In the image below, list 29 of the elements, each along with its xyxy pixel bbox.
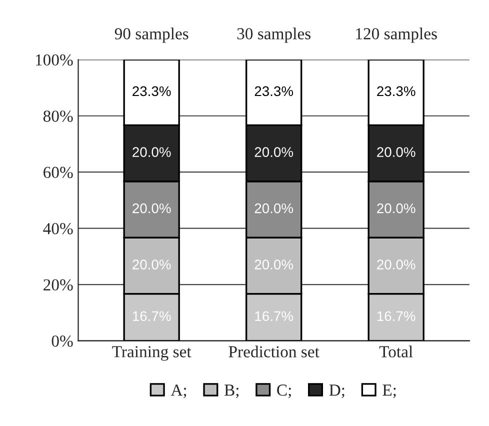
data-label: 20.0% <box>254 147 294 157</box>
legend-label: E; <box>382 384 396 398</box>
y-tick-label: 100% <box>36 54 73 66</box>
data-label: 20.0% <box>377 260 416 270</box>
data-label: 20.0% <box>254 260 294 270</box>
legend-label: C; <box>277 384 291 398</box>
y-tick-label: 40% <box>43 223 73 234</box>
text: 30 samples <box>237 28 310 43</box>
data-label: 23.3% <box>132 86 171 96</box>
text: 120 samples <box>356 28 437 43</box>
data-label: 20.0% <box>254 203 294 214</box>
data-label: 20.0% <box>377 203 416 214</box>
y-tick-label: 20% <box>44 279 73 291</box>
data-label: 20.0% <box>377 147 416 157</box>
legend-label: D; <box>329 384 344 398</box>
x-tick-label: Prediction set <box>228 346 320 358</box>
data-label: 20.0% <box>132 203 171 214</box>
y-tick-label: 80% <box>43 110 73 122</box>
data-label: 20.0% <box>132 147 171 157</box>
data-label: 23.3% <box>377 86 416 96</box>
data-label: 23.3% <box>254 86 294 96</box>
y-tick-label: 60% <box>44 166 73 178</box>
text: 90 samples <box>114 28 188 43</box>
legend-label: B; <box>224 384 238 398</box>
x-tick-label: Training set <box>112 346 192 361</box>
y-tick-label: 0% <box>52 336 73 347</box>
legend-label: A; <box>170 384 186 398</box>
x-tick-label: Total <box>379 346 413 358</box>
data-label: 20.0% <box>132 260 171 270</box>
